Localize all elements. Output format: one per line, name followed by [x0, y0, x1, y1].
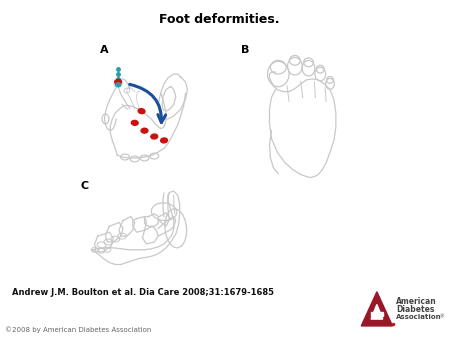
Text: C: C	[80, 182, 88, 191]
Polygon shape	[361, 292, 392, 326]
Ellipse shape	[161, 138, 167, 143]
Text: A: A	[99, 45, 108, 55]
FancyArrowPatch shape	[130, 84, 166, 123]
Text: B: B	[241, 45, 250, 55]
Text: Foot deformities.: Foot deformities.	[159, 14, 280, 26]
Text: Association: Association	[396, 314, 442, 320]
Text: American: American	[396, 297, 437, 306]
Text: ®: ®	[439, 314, 444, 319]
Ellipse shape	[115, 79, 122, 84]
Polygon shape	[371, 305, 383, 319]
Text: Andrew J.M. Boulton et al. Dia Care 2008;31:1679-1685: Andrew J.M. Boulton et al. Dia Care 2008…	[12, 288, 274, 297]
Ellipse shape	[131, 120, 138, 125]
Text: Diabetes: Diabetes	[396, 306, 435, 314]
Ellipse shape	[138, 108, 145, 114]
Ellipse shape	[141, 128, 148, 133]
Ellipse shape	[116, 83, 121, 87]
Polygon shape	[371, 312, 383, 316]
Text: ©2008 by American Diabetes Association: ©2008 by American Diabetes Association	[5, 326, 151, 333]
Ellipse shape	[151, 134, 157, 139]
